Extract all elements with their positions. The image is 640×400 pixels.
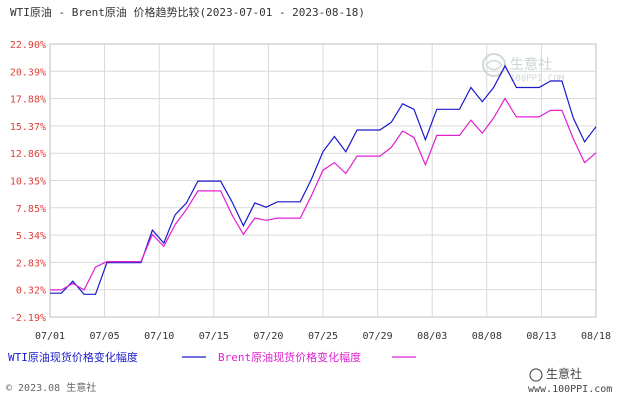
x-tick-label: 08/18 (581, 331, 611, 342)
x-tick-label: 07/25 (308, 331, 338, 342)
y-tick-label: 0.32% (16, 286, 46, 297)
watermark-url: 100PPI.COM (510, 74, 565, 84)
logo-url: www.100PPI.com (528, 384, 612, 395)
y-tick-label: 7.85% (16, 204, 46, 215)
logo: 生意社 www.100PPI.com (528, 366, 612, 395)
legend-wti-label: WTI原油现货价格变化幅度 (8, 350, 138, 364)
x-tick-label: 07/01 (35, 331, 65, 342)
chart-title: WTI原油 - Brent原油 价格趋势比较(2023-07-01 - 2023… (10, 5, 365, 19)
brent-series-line (50, 97, 597, 291)
y-tick-label: 5.34% (16, 231, 46, 242)
watermark-name: 生意社 (510, 56, 552, 73)
x-tick-label: 07/05 (90, 331, 120, 342)
x-axis-ticks: 07/01 07/05 07/10 07/15 07/20 07/25 07/29 08/03… (35, 331, 611, 342)
y-tick-label: 2.83% (16, 258, 46, 269)
y-tick-label: 22.90% (10, 40, 46, 51)
y-tick-label: 10.35% (10, 177, 46, 188)
x-tick-label: 08/08 (472, 331, 502, 342)
legend: WTI原油现货价格变化幅度 Brent原油现货价格变化幅度 (8, 350, 416, 364)
x-tick-label: 07/20 (253, 331, 283, 342)
y-tick-label: 12.86% (10, 149, 46, 160)
wti-series-line (50, 64, 597, 295)
y-tick-label: 17.88% (10, 95, 46, 106)
logo-icon (529, 368, 543, 382)
y-tick-label: -2.19% (10, 313, 46, 324)
copyright: © 2023.08 生意社 (6, 381, 96, 394)
logo-name: 生意社 (546, 366, 582, 381)
x-tick-label: 08/03 (417, 331, 447, 342)
series-layer (50, 64, 597, 295)
x-tick-label: 07/29 (363, 331, 393, 342)
y-axis-ticks: 22.90% 20.39% 17.88% 15.37% 12.86% 10.35% 7.85… (10, 40, 46, 324)
watermark: 生意社 100PPI.COM (482, 53, 565, 84)
y-tick-label: 20.39% (10, 67, 46, 78)
x-tick-label: 07/15 (199, 331, 229, 342)
x-tick-label: 08/13 (526, 331, 556, 342)
legend-brent-label: Brent原油现货价格变化幅度 (218, 350, 361, 364)
y-tick-label: 15.37% (10, 122, 46, 133)
x-tick-label: 07/10 (144, 331, 174, 342)
